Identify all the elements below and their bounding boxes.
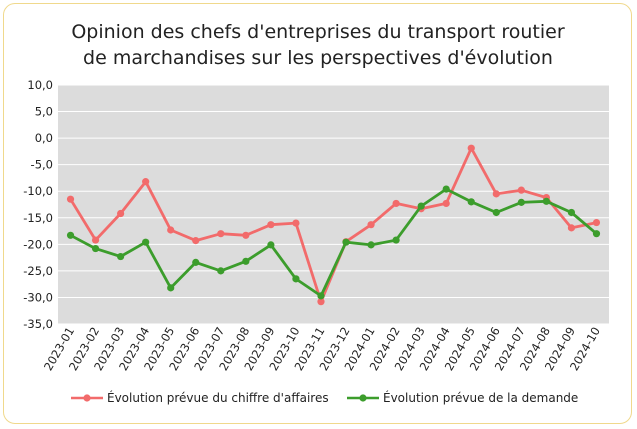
data-point-demande (392, 236, 400, 244)
data-point-chiffre-affaires (367, 221, 375, 229)
series (66, 144, 601, 306)
plot-area (58, 85, 609, 324)
data-point-chiffre-affaires (167, 226, 175, 234)
series-line-demande (69, 187, 598, 298)
data-point-demande (167, 284, 175, 292)
legend-marker-demande (359, 394, 367, 402)
data-point-demande (192, 258, 200, 266)
data-point-chiffre-affaires (192, 237, 200, 245)
chart-title-line-1: Opinion des chefs d'entreprises du trans… (71, 21, 564, 43)
data-point-chiffre-affaires (292, 219, 300, 227)
data-point-demande (217, 267, 225, 275)
data-point-demande (66, 231, 75, 239)
data-point-demande (367, 241, 375, 249)
y-tick-label: -15,0 (23, 211, 53, 225)
data-point-chiffre-affaires (567, 224, 576, 232)
data-point-demande (117, 252, 125, 261)
data-point-demande (142, 238, 150, 246)
data-point-chiffre-affaires (91, 236, 100, 244)
data-point-demande (317, 292, 325, 300)
data-point-chiffre-affaires (66, 195, 75, 203)
data-point-chiffre-affaires (467, 144, 475, 152)
data-point-chiffre-affaires (142, 178, 150, 186)
data-point-demande (417, 202, 425, 210)
y-tick-label: 10,0 (27, 78, 53, 92)
legend-label-chiffre-affaires: Évolution prévue du chiffre d'affaires (107, 390, 329, 405)
data-point-demande (492, 208, 500, 217)
y-tick-label: 0,0 (35, 131, 53, 145)
data-point-demande (592, 230, 601, 238)
data-point-chiffre-affaires (392, 199, 400, 208)
y-tick-label: -35,0 (23, 317, 53, 331)
y-tick-label: -30,0 (23, 290, 53, 304)
data-point-demande (542, 197, 550, 205)
data-point-chiffre-affaires (267, 221, 275, 229)
y-tick-label: -10,0 (23, 184, 53, 198)
y-tick-label: -20,0 (23, 237, 53, 251)
data-point-demande (517, 198, 525, 206)
y-axis: 10,0 5,0 0,0 -5,0 -10,0 -15,0 -20,0 -25,0 -30,0 -… (23, 78, 53, 331)
data-point-demande (342, 238, 350, 246)
data-point-demande (567, 208, 576, 217)
legend-label-demande: Évolution prévue de la demande (383, 390, 578, 405)
data-point-chiffre-affaires (442, 199, 450, 208)
data-point-demande (467, 198, 475, 206)
data-point-demande (91, 244, 100, 253)
data-point-chiffre-affaires (317, 298, 325, 306)
x-axis: 2023-012023-022023-032023-042023-052023-… (41, 324, 603, 373)
legend-marker-chiffre-affaires (83, 394, 91, 402)
data-point-demande (442, 185, 450, 193)
y-tick-label: -5,0 (31, 158, 53, 172)
data-point-chiffre-affaires (242, 231, 250, 239)
y-tick-label: -25,0 (23, 264, 53, 278)
data-point-demande (242, 257, 250, 265)
gridlines (58, 84, 609, 325)
data-point-chiffre-affaires (217, 230, 225, 238)
legend: Évolution prévue du chiffre d'affaires É… (71, 390, 578, 405)
data-point-chiffre-affaires (492, 190, 500, 198)
y-tick-label: 5,0 (35, 105, 53, 119)
data-point-chiffre-affaires (592, 218, 601, 227)
data-point-chiffre-affaires (517, 186, 525, 194)
data-point-demande (267, 241, 275, 249)
data-point-demande (292, 275, 300, 283)
data-point-chiffre-affaires (117, 209, 125, 218)
chart-title-line-2: de marchandises sur les perspectives d'é… (83, 47, 553, 69)
